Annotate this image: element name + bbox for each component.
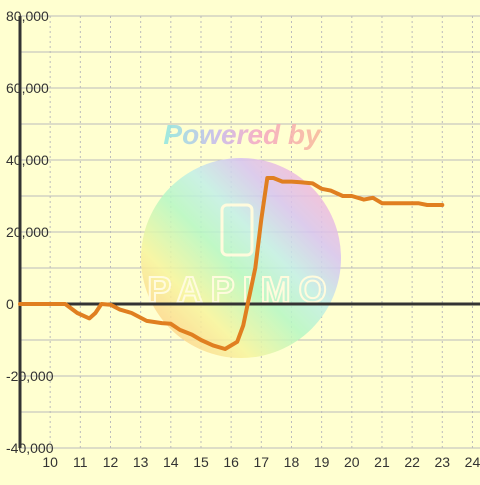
x-tick-label: 13	[133, 454, 149, 470]
tick-labels: 80,00060,00040,00020,0000-20,000-40,0001…	[6, 8, 480, 470]
y-tick-label: 40,000	[6, 152, 49, 168]
y-tick-label: 60,000	[6, 80, 49, 96]
watermark-phone-icon	[220, 203, 254, 257]
y-tick-label: -40,000	[6, 440, 54, 456]
x-tick-label: 21	[374, 454, 390, 470]
x-tick-label: 22	[404, 454, 420, 470]
x-tick-label: 24	[465, 454, 480, 470]
y-tick-label: -20,000	[6, 368, 54, 384]
y-tick-label: 20,000	[6, 224, 49, 240]
x-tick-label: 14	[163, 454, 179, 470]
y-tick-label: 0	[6, 296, 14, 312]
series-line	[18, 176, 445, 351]
watermark-disc	[141, 158, 341, 358]
x-tick-label: 23	[435, 454, 451, 470]
x-tick-label: 10	[42, 454, 58, 470]
x-tick-label: 15	[193, 454, 209, 470]
x-tick-label: 20	[344, 454, 360, 470]
series-layer	[18, 176, 445, 351]
watermark-text: Powered by	[163, 119, 322, 150]
x-tick-label: 16	[223, 454, 239, 470]
x-tick-label: 17	[254, 454, 270, 470]
x-tick-label: 19	[314, 454, 330, 470]
axes	[18, 16, 480, 448]
y-tick-label: 80,000	[6, 8, 49, 24]
x-tick-label: 18	[284, 454, 300, 470]
x-tick-label: 12	[103, 454, 119, 470]
x-tick-label: 11	[73, 454, 88, 470]
